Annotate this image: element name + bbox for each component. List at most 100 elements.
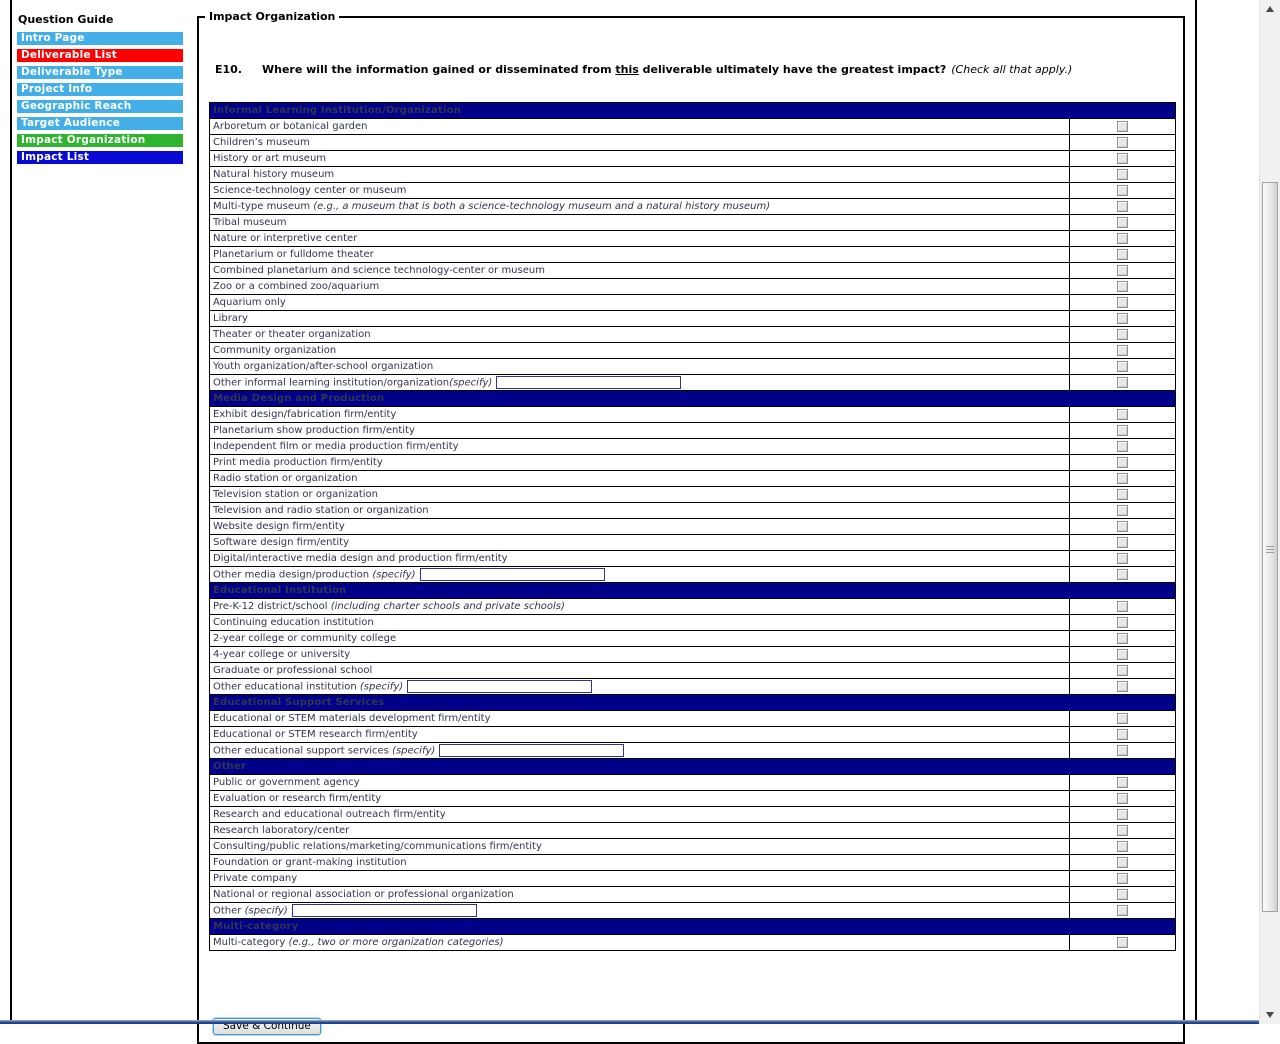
scroll-down-arrow-icon[interactable] [1266, 1012, 1274, 1018]
row-checkbox[interactable] [1117, 568, 1128, 580]
row-checkbox-cell [1068, 262, 1177, 279]
row-checkbox[interactable] [1117, 776, 1128, 788]
specify-input[interactable] [407, 680, 593, 693]
row-checkbox[interactable] [1117, 184, 1128, 196]
row-label-cell: Other (specify) [209, 902, 1070, 919]
row-label: 4-year college or university [213, 649, 351, 660]
row-checkbox[interactable] [1117, 712, 1128, 724]
row-checkbox[interactable] [1117, 632, 1128, 644]
row-checkbox[interactable] [1117, 120, 1128, 132]
row-label-cell: Other media design/production (specify) [209, 566, 1070, 583]
row-label-cell: Children’s museum [209, 134, 1070, 151]
sidebar-item-project-info[interactable]: Project Info [17, 83, 183, 96]
row-checkbox[interactable] [1117, 520, 1128, 532]
row-label: Zoo or a combined zoo/aquarium [213, 281, 380, 292]
row-checkbox[interactable] [1117, 440, 1128, 452]
sidebar-item-intro-page[interactable]: Intro Page [17, 32, 183, 45]
row-label-cell: Evaluation or research firm/entity [209, 790, 1070, 807]
sidebar-item-impact-organization[interactable]: Impact Organization [17, 134, 183, 147]
row-checkbox[interactable] [1117, 328, 1128, 340]
row-label-cell: Research and educational outreach firm/e… [209, 806, 1070, 823]
row-checkbox[interactable] [1117, 856, 1128, 868]
row-label-cell: Arboretum or botanical garden [209, 118, 1070, 135]
row-checkbox[interactable] [1117, 296, 1128, 308]
row-checkbox[interactable] [1117, 664, 1128, 676]
table-row: Continuing education institution [209, 614, 1177, 631]
scrollbar-thumb[interactable] [1262, 182, 1278, 912]
row-checkbox[interactable] [1117, 744, 1128, 756]
row-checkbox[interactable] [1117, 280, 1128, 292]
row-checkbox[interactable] [1117, 616, 1128, 628]
row-checkbox[interactable] [1117, 728, 1128, 740]
row-checkbox[interactable] [1117, 376, 1128, 388]
row-checkbox[interactable] [1117, 408, 1128, 420]
specify-input[interactable] [496, 376, 682, 389]
table-row: Nature or interpretive center [209, 230, 1177, 247]
row-checkbox[interactable] [1117, 600, 1128, 612]
row-label-cell: Combined planetarium and science technol… [209, 262, 1070, 279]
row-checkbox[interactable] [1117, 840, 1128, 852]
table-row: Youth organization/after-school organiza… [209, 358, 1177, 375]
sidebar-item-geographic-reach[interactable]: Geographic Reach [17, 100, 183, 113]
row-checkbox[interactable] [1117, 536, 1128, 548]
sidebar-item-impact-list[interactable]: Impact List [17, 151, 183, 164]
row-checkbox[interactable] [1117, 792, 1128, 804]
specify-input[interactable] [291, 904, 477, 917]
row-label-cell: Software design firm/entity [209, 534, 1070, 551]
sidebar-item-deliverable-list[interactable]: Deliverable List [17, 49, 183, 62]
row-label-cell: Theater or theater organization [209, 326, 1070, 343]
row-checkbox[interactable] [1117, 824, 1128, 836]
row-checkbox-cell [1068, 486, 1177, 503]
row-checkbox-cell [1068, 870, 1177, 887]
row-checkbox-cell [1068, 630, 1177, 647]
row-checkbox[interactable] [1117, 456, 1128, 468]
row-checkbox-cell [1068, 470, 1177, 487]
row-label: Software design firm/entity [213, 537, 349, 548]
row-checkbox[interactable] [1117, 344, 1128, 356]
row-checkbox[interactable] [1117, 152, 1128, 164]
sidebar-items: Intro Page Deliverable List Deliverable Ty… [17, 32, 183, 164]
row-checkbox[interactable] [1117, 504, 1128, 516]
row-checkbox-cell [1068, 790, 1177, 807]
specify-input[interactable] [439, 744, 625, 757]
row-checkbox-cell [1068, 182, 1177, 199]
table-row: Planetarium show production firm/entity [209, 422, 1177, 439]
row-checkbox[interactable] [1117, 936, 1128, 948]
row-checkbox[interactable] [1117, 136, 1128, 148]
row-checkbox[interactable] [1117, 680, 1128, 692]
row-label: Science-technology center or museum [213, 185, 407, 196]
row-checkbox[interactable] [1117, 872, 1128, 884]
row-checkbox[interactable] [1117, 248, 1128, 260]
sidebar-item-target-audience[interactable]: Target Audience [17, 117, 183, 130]
row-checkbox[interactable] [1117, 648, 1128, 660]
row-checkbox[interactable] [1117, 552, 1128, 564]
row-label-cell: Independent film or media production fir… [209, 438, 1070, 455]
row-checkbox[interactable] [1117, 488, 1128, 500]
row-checkbox[interactable] [1117, 264, 1128, 276]
section-header-row: Multi-category [208, 918, 1177, 935]
row-checkbox-cell [1068, 422, 1177, 439]
row-checkbox[interactable] [1117, 472, 1128, 484]
scroll-up-arrow-icon[interactable] [1266, 6, 1274, 12]
row-label: Graduate or professional school [213, 665, 373, 676]
row-label: Arboretum or botanical garden [213, 121, 368, 132]
table-row: Natural history museum [209, 166, 1177, 183]
row-checkbox[interactable] [1117, 216, 1128, 228]
row-checkbox[interactable] [1117, 232, 1128, 244]
row-checkbox[interactable] [1117, 424, 1128, 436]
specify-input[interactable] [419, 568, 605, 581]
outer-frame-left-border [10, 0, 12, 1021]
vertical-scrollbar[interactable] [1259, 0, 1280, 1024]
row-label-cell: Print media production firm/entity [209, 454, 1070, 471]
row-checkbox[interactable] [1117, 168, 1128, 180]
row-checkbox[interactable] [1117, 200, 1128, 212]
row-checkbox[interactable] [1117, 312, 1128, 324]
table-row: Aquarium only [209, 294, 1177, 311]
row-checkbox[interactable] [1117, 904, 1128, 916]
row-checkbox[interactable] [1117, 808, 1128, 820]
row-label: Other educational institution [213, 681, 360, 693]
sidebar-item-deliverable-type[interactable]: Deliverable Type [17, 66, 183, 79]
row-checkbox[interactable] [1117, 360, 1128, 372]
row-label-cell: Nature or interpretive center [209, 230, 1070, 247]
row-checkbox[interactable] [1117, 888, 1128, 900]
